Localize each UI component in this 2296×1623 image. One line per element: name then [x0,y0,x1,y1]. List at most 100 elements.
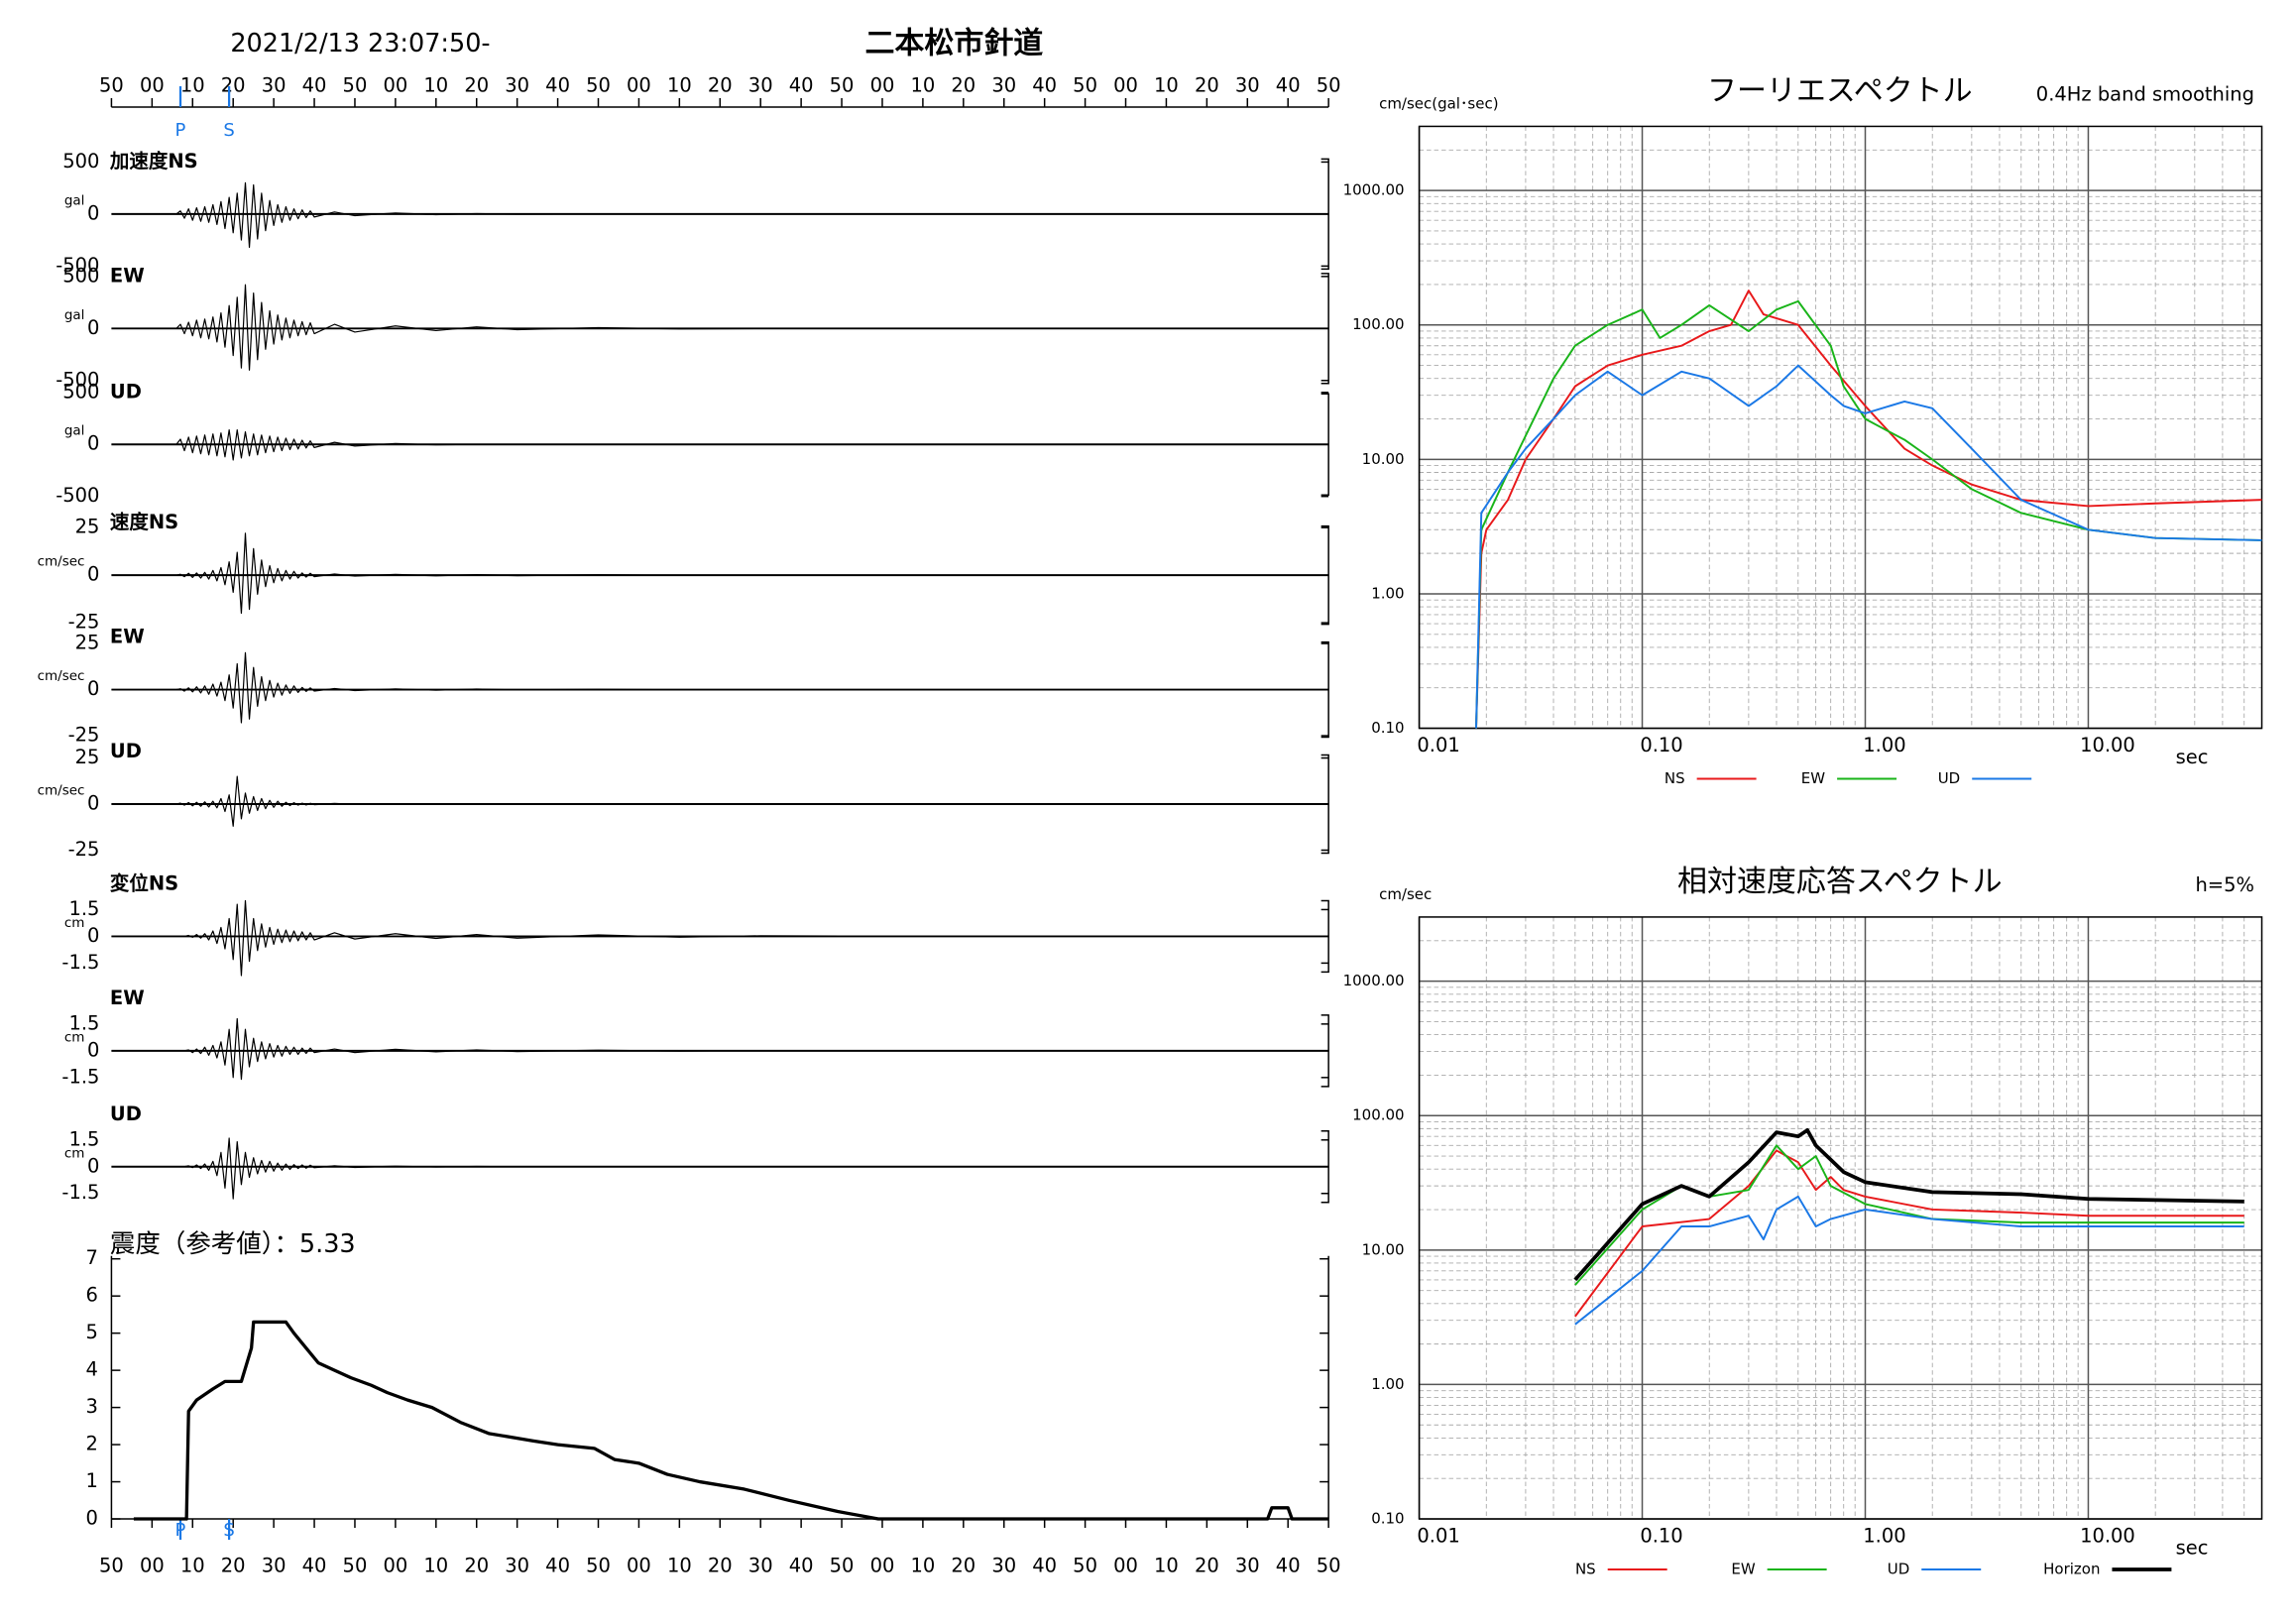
x-tick-label: 0.10 [1640,734,1682,756]
legend-label: UD [1888,1561,1910,1578]
time-tick-label: 10 [180,1555,205,1577]
time-tick-label: 40 [1032,1555,1057,1577]
trace-label: EW [110,264,145,287]
y-tick-label: 0 [87,316,99,339]
time-tick-label: 50 [99,73,124,96]
trace-label: UD [110,380,142,403]
y-axis-label: cm/sec [1379,885,1432,903]
p-marker-label: P [175,1520,186,1541]
time-tick-label: 40 [789,73,814,96]
time-tick-label: 50 [830,73,855,96]
time-tick-label: 50 [1317,73,1341,96]
time-tick-label: 20 [221,73,246,96]
x-tick-label: 1.00 [1863,734,1905,756]
y-tick-label: 1000.00 [1343,972,1405,989]
y-axis-label: cm/sec(gal･sec) [1379,94,1498,112]
y-tick-label: 25 [75,516,100,538]
time-tick-label: 20 [464,1555,489,1577]
unit-label: cm [64,1145,85,1161]
trace-label: EW [110,986,145,1009]
time-tick-label: 40 [545,73,570,96]
spectrum-line [1574,1195,2244,1326]
time-tick-label: 30 [748,73,773,96]
time-tick-label: 10 [1154,1555,1179,1577]
waveform [111,181,1329,249]
x-tick-label: 1.00 [1863,1525,1905,1548]
time-tick-label: 00 [627,1555,651,1577]
time-tick-label: 00 [384,73,408,96]
s-marker-label: S [223,1520,234,1541]
y-tick-label: 0 [87,432,99,455]
time-tick-label: 30 [1235,1555,1260,1577]
time-tick-label: 10 [1154,73,1179,96]
time-tick-label: 50 [99,1555,124,1577]
time-tick-label: 00 [1113,73,1138,96]
y-tick-label: -500 [56,484,99,507]
x-axis-label: sec [2176,746,2209,768]
spectrum-title: フーリエスペクトル [1707,73,1973,108]
time-tick-label: 00 [140,1555,165,1577]
time-tick-label: 20 [221,1555,246,1577]
trace-label: UD [110,740,142,762]
y-tick-label: 6 [86,1284,98,1307]
x-tick-label: 10.00 [2080,1525,2135,1548]
unit-label: gal [64,307,85,323]
waveform [111,899,1329,977]
time-tick-label: 50 [586,73,611,96]
y-tick-label: 0.10 [1371,719,1404,737]
time-tick-label: 40 [1276,73,1301,96]
intensity-line [133,1320,1329,1521]
unit-label: cm/sec [38,668,85,684]
time-tick-label: 10 [423,1555,448,1577]
y-tick-label: 500 [62,264,99,287]
record-datetime: 2021/2/13 23:07:50- [230,29,490,58]
time-tick-label: 30 [262,73,287,96]
y-tick-label: 0 [87,1038,99,1061]
y-tick-label: 1.5 [68,897,99,920]
time-tick-label: 20 [1195,73,1219,96]
y-tick-label: 2 [86,1433,98,1455]
y-tick-label: -500 [56,368,99,391]
y-tick-label: 0 [87,792,99,815]
time-tick-label: 10 [423,73,448,96]
y-tick-label: 0 [87,563,99,586]
waveform [111,1017,1329,1081]
x-tick-label: 10.00 [2080,734,2135,756]
y-tick-label: 1000.00 [1343,181,1405,199]
waveform [111,1137,1329,1200]
waveform [111,775,1329,827]
y-tick-label: -25 [68,611,100,634]
trace-label: 変位NS [110,871,178,894]
waveform [111,284,1329,371]
y-tick-label: 10.00 [1362,1240,1405,1258]
y-tick-label: 10.00 [1362,450,1405,468]
time-tick-label: 00 [140,73,165,96]
time-tick-label: 40 [302,73,327,96]
waveform [111,532,1329,615]
p-marker-label: P [175,120,186,141]
time-tick-label: 30 [1235,73,1260,96]
unit-label: gal [64,423,85,439]
time-tick-label: 30 [991,1555,1016,1577]
spectrum-title: 相対速度応答スペクトル [1677,865,2003,899]
unit-label: cm/sec [38,783,85,799]
time-tick-label: 50 [830,1555,855,1577]
time-tick-label: 00 [870,73,895,96]
y-tick-label: 100.00 [1352,315,1404,333]
time-tick-label: 20 [708,1555,733,1577]
y-tick-label: 0.10 [1371,1510,1404,1528]
plot-frame [1418,916,2263,1520]
y-tick-label: -1.5 [61,951,99,974]
y-tick-label: 100.00 [1352,1106,1404,1124]
time-tick-label: 30 [262,1555,287,1577]
x-axis-label: sec [2176,1537,2209,1560]
y-tick-label: 0 [87,677,99,700]
legend-label: NS [1575,1561,1596,1578]
time-tick-label: 50 [343,73,368,96]
time-tick-label: 10 [911,73,936,96]
y-tick-label: -1.5 [61,1065,99,1088]
legend-label: UD [1938,769,1961,787]
unit-label: cm [64,1029,85,1045]
y-tick-label: 0 [86,1507,98,1530]
time-tick-label: 30 [505,73,529,96]
